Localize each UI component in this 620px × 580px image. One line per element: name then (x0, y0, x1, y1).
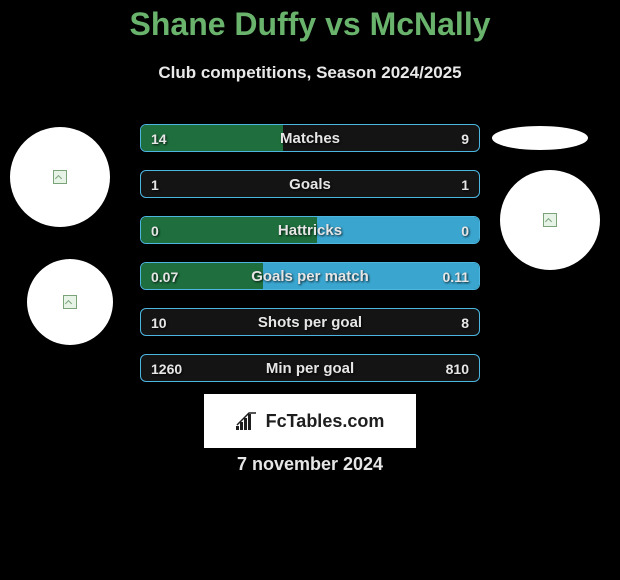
stat-row: 00Hattricks (140, 216, 480, 248)
stat-row: 11Goals (140, 170, 480, 202)
avatar-right-bottom (500, 170, 600, 270)
avatar-left-top (10, 127, 110, 227)
comparison-infographic: Shane Duffy vs McNally Club competitions… (0, 0, 620, 580)
stat-label: Goals per match (141, 263, 479, 290)
stat-bar: 0.070.11Goals per match (140, 262, 480, 290)
stat-label: Hattricks (141, 217, 479, 244)
stat-row: 149Matches (140, 124, 480, 156)
broken-image-icon (63, 295, 77, 309)
stat-bars: 149Matches 11Goals 00Hattricks 0.070.11Goal… (140, 124, 480, 400)
stat-bar: 108Shots per goal (140, 308, 480, 336)
avatar-right-top (492, 126, 588, 150)
broken-image-icon (543, 213, 557, 227)
logo-text: FcTables.com (266, 411, 385, 432)
stat-label: Shots per goal (141, 309, 479, 336)
stat-bar: 1260810Min per goal (140, 354, 480, 382)
stat-label: Min per goal (141, 355, 479, 382)
stat-bar: 11Goals (140, 170, 480, 198)
date-text: 7 november 2024 (0, 454, 620, 475)
stat-bar: 00Hattricks (140, 216, 480, 244)
stat-row: 0.070.11Goals per match (140, 262, 480, 294)
logo-icon (236, 412, 260, 430)
stat-label: Matches (141, 125, 479, 152)
stat-row: 1260810Min per goal (140, 354, 480, 386)
logo-box: FcTables.com (204, 394, 416, 448)
broken-image-icon (53, 170, 67, 184)
page-title: Shane Duffy vs McNally (0, 6, 620, 43)
page-subtitle: Club competitions, Season 2024/2025 (0, 63, 620, 83)
stat-row: 108Shots per goal (140, 308, 480, 340)
stat-bar: 149Matches (140, 124, 480, 152)
stat-label: Goals (141, 171, 479, 198)
avatar-left-bottom (27, 259, 113, 345)
